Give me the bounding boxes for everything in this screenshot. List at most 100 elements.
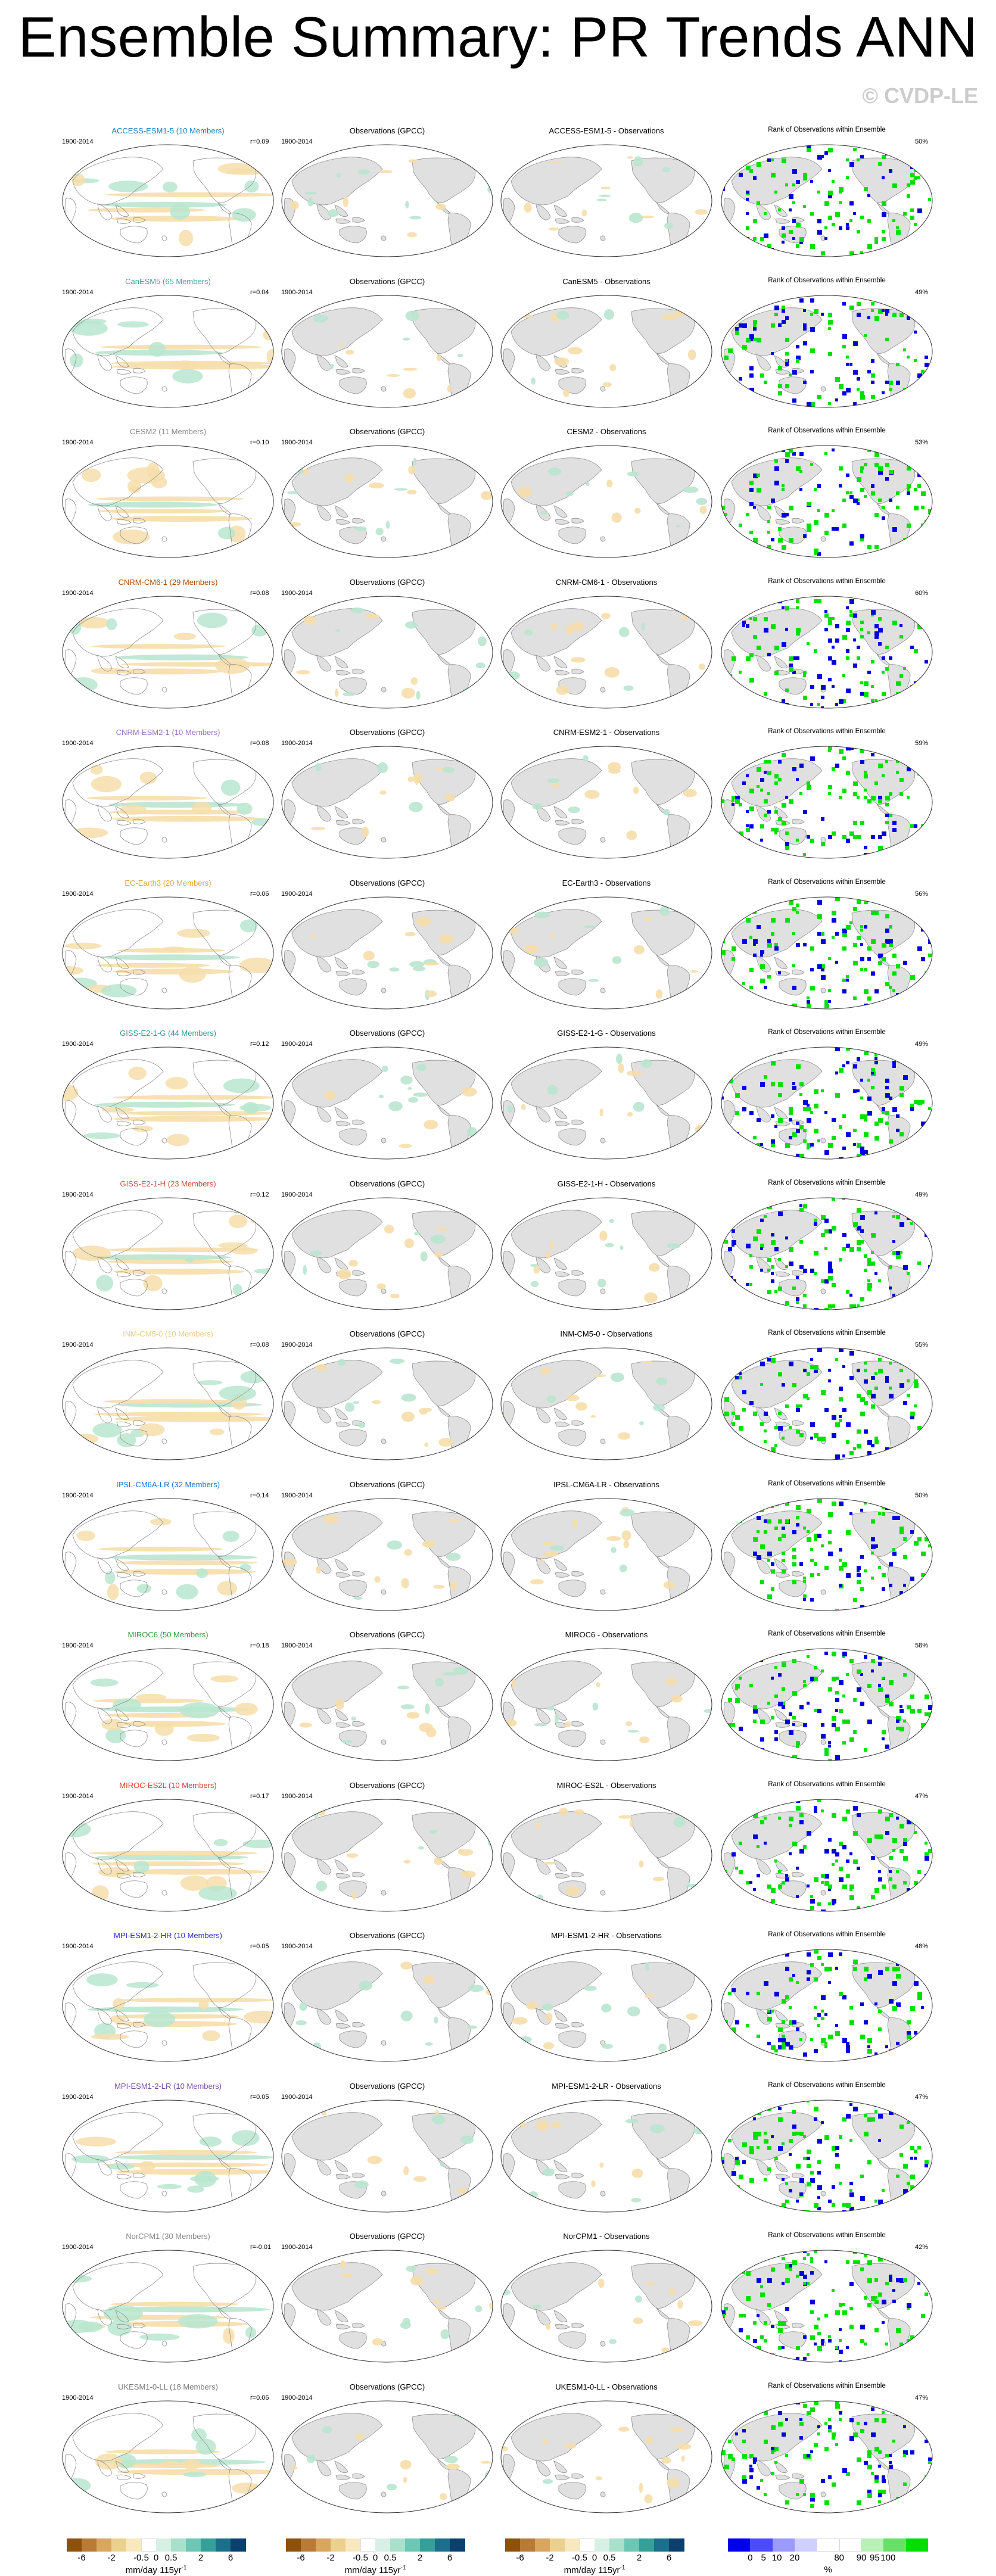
rank-cell <box>789 373 792 376</box>
rank-cell <box>821 842 825 846</box>
pattern-correlation: r=0.04 <box>250 288 269 296</box>
rank-cell <box>817 1348 822 1352</box>
rank-cell <box>796 1064 801 1069</box>
rank-cell <box>767 1558 770 1562</box>
rank-cell <box>774 1992 779 1996</box>
rank-cell <box>910 1709 915 1714</box>
rank-cell <box>885 2453 889 2457</box>
rank-cell <box>814 2006 817 2009</box>
rank-cell <box>892 1064 896 1068</box>
rank-cell <box>914 1880 918 1885</box>
obs-patch <box>591 2179 596 2187</box>
colorbar-swatch <box>331 2538 346 2552</box>
obs-patch <box>581 210 587 217</box>
rank-cell <box>739 295 743 299</box>
rank-cell <box>771 1677 774 1680</box>
obs-patch <box>501 840 506 846</box>
obs-patch <box>584 790 600 799</box>
rank-cell <box>757 1802 760 1805</box>
rank-cell <box>914 1379 918 1384</box>
rank-cell <box>821 1734 826 1739</box>
rank-cell <box>807 2149 811 2154</box>
period-label: 1900-2014 <box>281 288 313 296</box>
rank-cell <box>860 2267 864 2271</box>
rank-cell <box>871 2296 876 2301</box>
rank-cell <box>760 1082 765 1087</box>
rank-cell <box>774 781 778 785</box>
rank-cell <box>921 1429 925 1433</box>
rank-cell <box>778 760 782 764</box>
rank-cell <box>867 2450 872 2454</box>
rank-cell <box>728 1992 732 1995</box>
rank-cell <box>803 2275 807 2279</box>
rank-cell <box>928 405 932 407</box>
rank-map <box>721 1046 933 1160</box>
rank-cell <box>799 1207 804 1212</box>
obs-patch <box>433 1584 445 1588</box>
rank-cell <box>732 796 735 799</box>
obs-patch <box>659 906 670 915</box>
rank-cell <box>899 596 904 600</box>
obs-patch <box>539 1559 546 1562</box>
rank-cell <box>889 499 892 502</box>
rank-cell <box>796 1129 800 1133</box>
rank-cell <box>774 466 779 471</box>
colorbar-tick: 0.5 <box>603 2553 616 2563</box>
rank-cell <box>724 463 729 468</box>
rank-cell <box>860 957 864 961</box>
rank-cell <box>853 960 858 965</box>
rank-cell <box>767 531 770 534</box>
rank-cell <box>735 1498 739 1502</box>
rank-cell <box>742 344 747 350</box>
rank-cell <box>739 2493 742 2496</box>
rank-cell <box>882 1677 885 1680</box>
rank-map <box>721 1498 933 1611</box>
rank-cell <box>796 856 801 858</box>
rank-cell <box>821 1390 826 1395</box>
rank-cell <box>849 305 854 310</box>
obs-patch <box>658 2044 667 2052</box>
obs-patch <box>340 2260 346 2269</box>
rank-cell <box>807 1107 811 1111</box>
obs-patch <box>608 762 621 772</box>
rank-cell <box>910 1530 914 1534</box>
obs-patch <box>407 232 418 238</box>
model-title: ACCESS-ESM1-5 (10 Members) <box>111 126 225 135</box>
rank-cell <box>757 2485 760 2490</box>
rank-cell <box>846 1809 850 1814</box>
rank-cell <box>824 1748 829 1752</box>
rank-cell <box>782 2257 785 2260</box>
obs-patch <box>566 1394 580 1401</box>
obs-map <box>281 1498 493 1611</box>
rank-cell <box>760 1362 765 1366</box>
rank-cell <box>871 309 874 312</box>
rank-cell <box>864 1967 869 1971</box>
rank-cell <box>742 1086 746 1090</box>
trend-patch <box>222 1530 239 1542</box>
rank-cell <box>885 760 888 763</box>
obs-patch <box>290 201 299 210</box>
colorbar-swatch <box>216 2538 231 2552</box>
obs-patch <box>518 487 532 497</box>
rank-cell <box>753 337 757 341</box>
rank-cell <box>807 1143 811 1148</box>
rank-cell <box>824 151 828 155</box>
model-title: EC-Earth3 (20 Members) <box>125 878 211 887</box>
rank-cell <box>839 1501 844 1506</box>
rank-cell <box>721 674 725 678</box>
obs-patch <box>404 1549 413 1556</box>
rank-cell <box>742 839 746 843</box>
rank-cell <box>839 699 844 704</box>
obs-patch <box>501 2124 509 2131</box>
rank-cell <box>871 1519 875 1524</box>
obs-patch <box>447 385 452 393</box>
obs-patch <box>506 1719 517 1727</box>
obs-patch <box>618 1815 633 1819</box>
rank-cell <box>896 1716 901 1721</box>
obs-patch <box>303 1264 307 1275</box>
model-title: CNRM-ESM2-1 (10 Members) <box>116 728 220 737</box>
rank-cell <box>771 2425 776 2430</box>
rank-cell <box>899 792 903 796</box>
rank-cell <box>824 237 827 240</box>
rank-cell <box>864 1569 867 1572</box>
